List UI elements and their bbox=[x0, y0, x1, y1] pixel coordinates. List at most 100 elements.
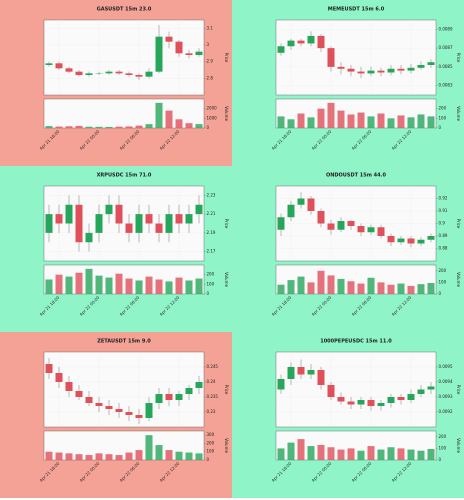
candle-body bbox=[105, 71, 113, 74]
volume-tick-label: 100 bbox=[439, 445, 447, 450]
volume-bar bbox=[175, 451, 183, 460]
y-tick-label: 0.245 bbox=[207, 364, 219, 369]
volume-bar bbox=[337, 278, 345, 294]
y-tick-label: 2.17 bbox=[207, 249, 216, 254]
y-tick-label: 0.235 bbox=[207, 394, 219, 399]
volume-bar bbox=[175, 277, 183, 294]
candle-body bbox=[155, 36, 163, 72]
volume-tick-label: 0 bbox=[207, 125, 210, 130]
candle-body bbox=[115, 204, 123, 224]
candle-body bbox=[135, 214, 143, 233]
chart-panel: ZETAUSDT 15m 9.0 0.23 0.235 0.24 0.245 0 100 20… bbox=[0, 332, 232, 498]
volume-bar bbox=[55, 126, 63, 128]
candle-body bbox=[417, 65, 425, 68]
volume-bar bbox=[55, 452, 63, 460]
volume-bar bbox=[387, 284, 395, 294]
candle-body bbox=[105, 406, 113, 409]
volume-bar bbox=[347, 114, 355, 128]
candle-body bbox=[337, 66, 345, 69]
volume-bar bbox=[185, 452, 193, 460]
volume-bar bbox=[135, 280, 143, 294]
volume-bar bbox=[417, 284, 425, 294]
y-axis-label: Price bbox=[456, 385, 461, 395]
volume-bar bbox=[115, 273, 123, 294]
candle-body bbox=[327, 385, 335, 397]
candle-body bbox=[297, 40, 305, 44]
candle-body bbox=[125, 412, 133, 415]
candle-body bbox=[65, 382, 73, 391]
y-axis-label: Price bbox=[224, 53, 229, 63]
volume-bar bbox=[185, 123, 193, 128]
volume-bar bbox=[407, 285, 415, 294]
volume-tick-label: 0 bbox=[439, 457, 442, 462]
candle-body bbox=[427, 236, 435, 240]
volume-tick-label: 0 bbox=[207, 457, 210, 462]
volume-bar bbox=[95, 126, 103, 128]
candle-body bbox=[75, 391, 83, 397]
candle-body bbox=[307, 35, 315, 44]
candle-body bbox=[347, 68, 355, 72]
volume-bar bbox=[95, 453, 103, 460]
volume-tick-label: 300 bbox=[207, 432, 215, 437]
candle-body bbox=[175, 41, 183, 54]
volume-bar bbox=[407, 117, 415, 128]
candle-body bbox=[125, 73, 133, 75]
candle-body bbox=[327, 223, 335, 230]
candle-body bbox=[347, 401, 355, 405]
y-tick-label: 0.89 bbox=[439, 233, 448, 238]
volume-bar bbox=[135, 450, 143, 460]
candle-body bbox=[397, 397, 405, 400]
y-axis-label: Price bbox=[456, 53, 461, 63]
candle-body bbox=[287, 40, 295, 47]
candle-body bbox=[75, 71, 83, 75]
candle-body bbox=[165, 394, 173, 400]
volume-bar bbox=[85, 126, 93, 128]
chart-title: MEMEUSDT 15m 6.0 bbox=[328, 7, 385, 13]
candle-body bbox=[397, 68, 405, 71]
candle-body bbox=[287, 204, 295, 218]
volume-bar bbox=[195, 278, 203, 294]
candle-body bbox=[95, 214, 103, 233]
volume-bar bbox=[85, 268, 93, 294]
candle-body bbox=[277, 217, 285, 230]
volume-bar bbox=[327, 447, 335, 460]
y-axis-label: Price bbox=[224, 385, 229, 395]
volume-bar bbox=[377, 113, 385, 128]
candle-body bbox=[377, 403, 385, 406]
volume-bar bbox=[125, 452, 133, 460]
y-tick-label: 2.23 bbox=[207, 192, 216, 197]
candle-body bbox=[155, 223, 163, 233]
volume-bar bbox=[407, 449, 415, 460]
candle-body bbox=[175, 394, 183, 400]
candle-body bbox=[115, 409, 123, 412]
volume-bar bbox=[175, 119, 183, 128]
y-axis-label: Price bbox=[456, 219, 461, 229]
volume-bar bbox=[125, 126, 133, 128]
y-tick-label: 0.0092 bbox=[439, 409, 453, 414]
volume-tick-label: 100 bbox=[207, 449, 215, 454]
candle-body bbox=[407, 394, 415, 400]
volume-tick-label: 200 bbox=[439, 434, 447, 439]
candle-body bbox=[277, 46, 285, 53]
y-tick-label: 0.23 bbox=[207, 409, 216, 414]
candle-body bbox=[367, 400, 375, 406]
candle-body bbox=[155, 394, 163, 403]
candle-body bbox=[307, 198, 315, 211]
volume-axis-label: Volume bbox=[224, 106, 229, 121]
candle-body bbox=[377, 227, 385, 236]
volume-tick-label: 2000 bbox=[207, 106, 218, 111]
volume-bar bbox=[195, 453, 203, 460]
candle-body bbox=[367, 70, 375, 74]
volume-bar bbox=[195, 124, 203, 128]
candle-body bbox=[357, 71, 365, 74]
y-tick-label: 3 bbox=[207, 42, 210, 47]
y-tick-label: 0.0083 bbox=[439, 83, 453, 88]
y-tick-label: 0.24 bbox=[207, 379, 216, 384]
volume-tick-label: 100 bbox=[207, 281, 215, 286]
volume-bar bbox=[287, 442, 295, 460]
volume-bar bbox=[397, 448, 405, 460]
candle-body bbox=[387, 236, 395, 243]
volume-bar bbox=[45, 279, 53, 294]
volume-bar bbox=[155, 279, 163, 294]
volume-bar bbox=[75, 454, 83, 460]
